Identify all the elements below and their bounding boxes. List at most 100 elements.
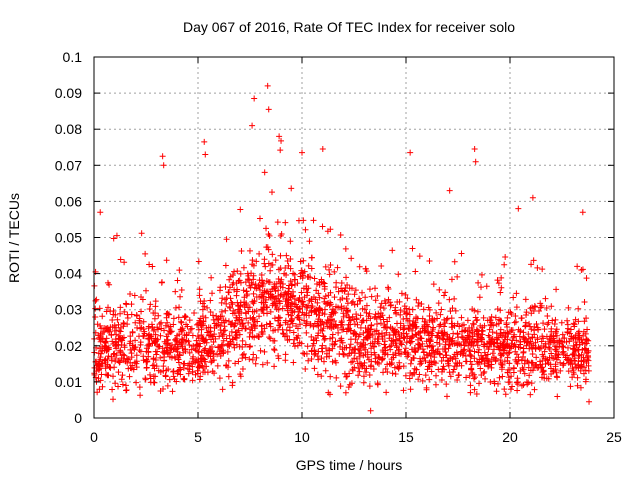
data-point xyxy=(411,369,418,376)
data-point xyxy=(291,276,298,283)
data-point xyxy=(211,324,218,331)
data-point xyxy=(471,355,478,362)
data-point xyxy=(425,304,432,311)
data-point xyxy=(221,319,228,326)
data-point xyxy=(388,301,395,308)
data-point xyxy=(526,320,533,327)
data-point xyxy=(202,337,209,344)
data-point xyxy=(474,342,481,349)
data-point xyxy=(522,319,529,326)
data-point xyxy=(443,393,450,400)
data-point xyxy=(455,334,462,341)
data-point xyxy=(478,338,485,345)
data-point xyxy=(111,322,118,329)
data-point xyxy=(475,349,482,356)
data-point xyxy=(585,362,592,369)
data-point xyxy=(396,337,403,344)
data-point xyxy=(398,341,405,348)
data-point xyxy=(363,317,370,324)
data-point xyxy=(252,360,259,367)
data-point xyxy=(107,308,114,315)
data-point xyxy=(110,311,117,318)
data-point xyxy=(418,301,425,308)
data-point xyxy=(335,288,342,295)
data-point xyxy=(283,326,290,333)
data-point xyxy=(258,272,265,279)
data-point xyxy=(541,371,548,378)
data-point xyxy=(522,323,529,330)
data-point xyxy=(453,363,460,370)
data-point xyxy=(203,363,210,370)
data-point xyxy=(155,343,162,350)
data-point xyxy=(494,334,501,341)
data-point xyxy=(146,261,153,268)
data-point xyxy=(216,375,223,382)
data-point xyxy=(144,358,151,365)
data-point xyxy=(332,338,339,345)
data-point xyxy=(491,346,498,353)
data-point xyxy=(304,289,311,296)
data-point xyxy=(372,358,379,365)
data-point xyxy=(337,383,344,390)
data-point xyxy=(198,322,205,329)
data-point xyxy=(443,335,450,342)
data-point xyxy=(377,304,384,311)
data-point xyxy=(253,307,260,314)
data-point xyxy=(553,351,560,358)
data-point xyxy=(287,312,294,319)
data-point xyxy=(189,369,196,376)
data-point xyxy=(198,331,205,338)
data-point xyxy=(95,375,102,382)
data-point xyxy=(305,273,312,280)
data-point xyxy=(427,337,434,344)
data-point xyxy=(318,276,325,283)
data-point xyxy=(260,299,267,306)
data-point xyxy=(199,306,206,313)
data-point xyxy=(449,356,456,363)
data-point xyxy=(515,205,522,212)
data-point xyxy=(92,297,99,304)
data-point xyxy=(482,357,489,364)
data-point xyxy=(202,151,209,158)
data-point xyxy=(159,153,166,160)
data-point xyxy=(163,367,170,374)
data-point xyxy=(269,251,276,258)
data-point xyxy=(579,347,586,354)
data-point xyxy=(318,355,325,362)
data-point xyxy=(461,336,468,343)
data-point xyxy=(209,290,216,297)
data-point xyxy=(278,291,285,298)
data-point xyxy=(178,286,185,293)
data-point xyxy=(295,308,302,315)
data-point xyxy=(256,313,263,320)
data-point xyxy=(131,292,138,299)
data-point xyxy=(211,370,218,377)
data-point xyxy=(92,314,99,321)
data-point xyxy=(152,303,159,310)
data-point xyxy=(253,258,260,265)
data-point xyxy=(210,353,217,360)
data-point xyxy=(307,274,314,281)
data-point xyxy=(176,352,183,359)
data-point xyxy=(215,317,222,324)
data-point xyxy=(533,354,540,361)
data-point xyxy=(276,322,283,329)
data-point xyxy=(114,341,121,348)
data-point xyxy=(402,349,409,356)
data-point xyxy=(199,355,206,362)
data-point xyxy=(545,319,552,326)
data-point xyxy=(430,281,437,288)
y-tick-label: 0.07 xyxy=(55,157,82,173)
data-point xyxy=(229,319,236,326)
data-point xyxy=(111,327,118,334)
data-point xyxy=(136,347,143,354)
data-point xyxy=(463,374,470,381)
data-point xyxy=(362,294,369,301)
data-point xyxy=(342,389,349,396)
axis-ticks xyxy=(93,56,615,419)
data-point xyxy=(258,323,265,330)
data-point xyxy=(498,352,505,359)
data-point xyxy=(441,345,448,352)
data-point xyxy=(512,318,519,325)
data-point xyxy=(263,244,270,251)
